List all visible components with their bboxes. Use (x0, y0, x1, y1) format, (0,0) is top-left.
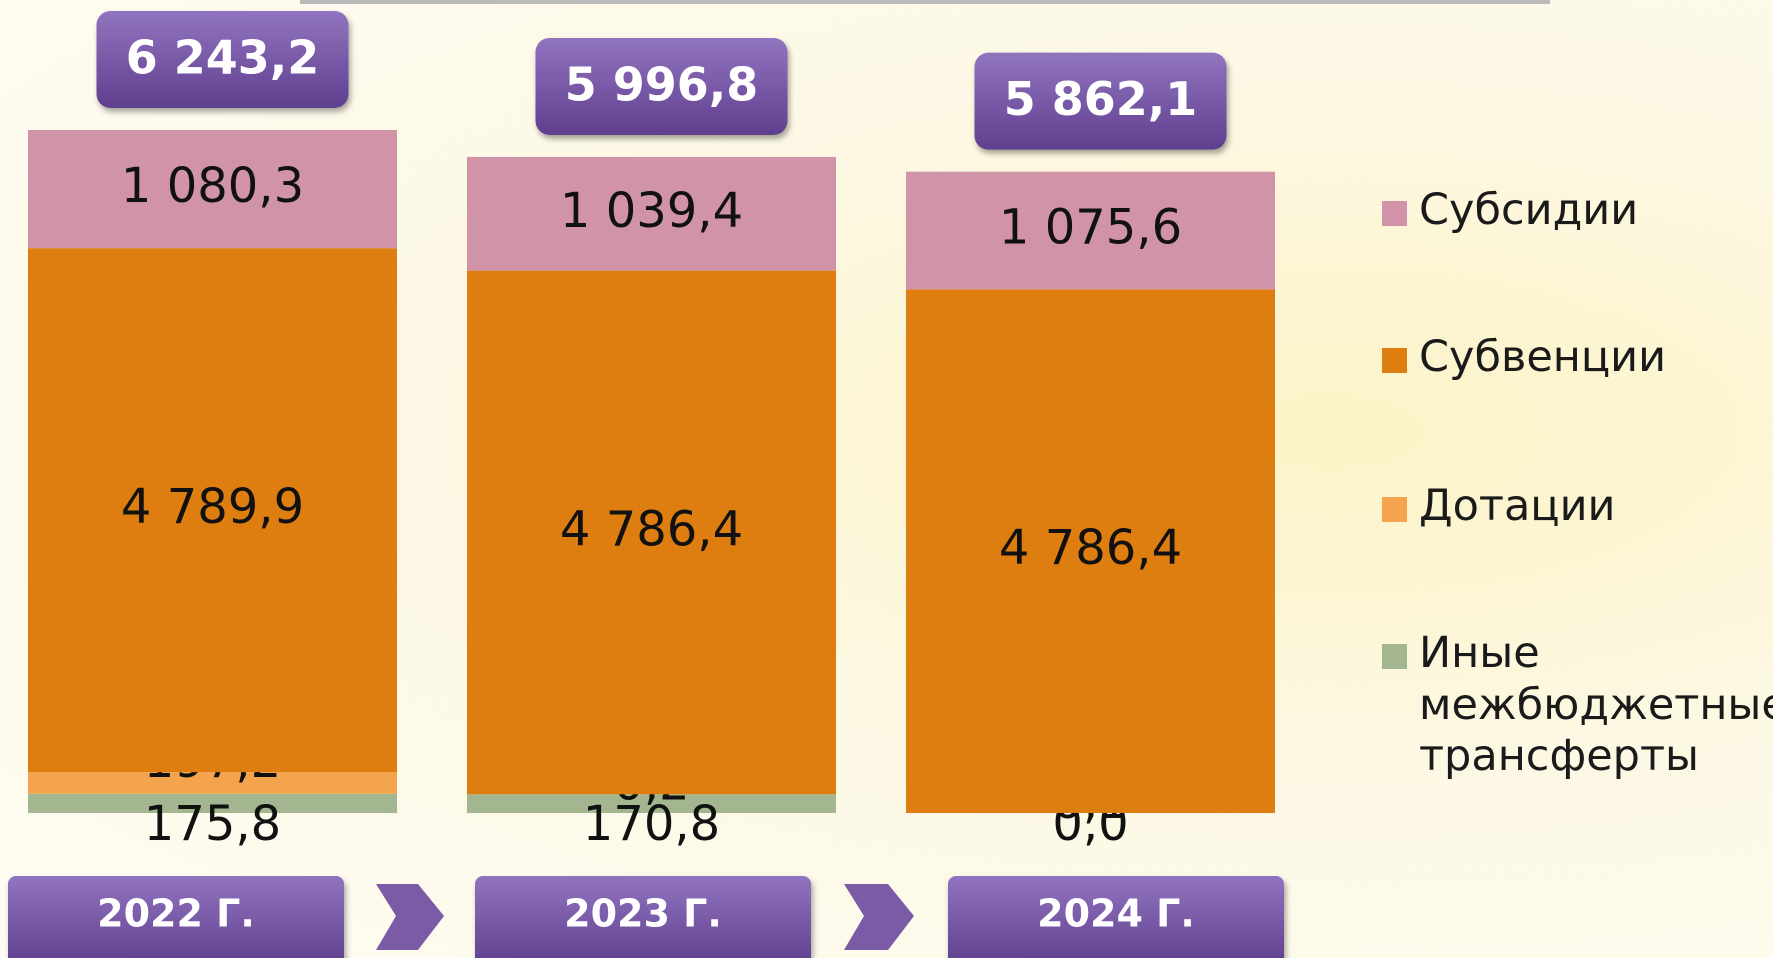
total-label: 5 996,8 (565, 57, 759, 111)
arrow (376, 884, 444, 950)
year-box (948, 876, 1284, 958)
legend-item: Дотации (1382, 481, 1772, 533)
year-box (475, 876, 811, 958)
total-box (974, 52, 1227, 150)
total-label: 6 243,2 (126, 30, 320, 84)
legend-swatch (1382, 201, 1407, 226)
bar-segment (28, 129, 397, 249)
x-tick-label: 2024 Г. (1037, 892, 1195, 936)
data-label: 1 039,4 (560, 183, 743, 239)
bar-segment (28, 248, 397, 773)
data-label: 1 080,3 (121, 158, 304, 214)
total-box (535, 37, 788, 135)
legend-label: Субсидии (1419, 185, 1639, 235)
data-label: 4 789,9 (121, 479, 304, 535)
arrow (844, 884, 914, 950)
year-box (8, 876, 344, 958)
x-tick-label: 2023 Г. (564, 892, 722, 936)
x-tick-label: 2022 Г. (97, 892, 255, 936)
legend-item: Субвенции (1382, 332, 1772, 384)
legend-item: Иные межбюджетные трансферты (1382, 628, 1773, 783)
bar-segment (28, 772, 397, 794)
bar-segment (467, 794, 836, 813)
data-label: 175,8 (144, 796, 281, 852)
legend-swatch (1382, 644, 1407, 669)
bar-segment (906, 289, 1275, 813)
legend-swatch (1382, 497, 1407, 522)
legend-item: Субсидии (1382, 185, 1772, 237)
bar-segment (906, 171, 1275, 290)
total-label: 5 862,1 (1004, 72, 1198, 126)
legend-label: Дотации (1419, 481, 1616, 531)
data-label: 1 075,6 (999, 200, 1182, 256)
legend-label: Иные межбюджетные трансферты (1419, 628, 1773, 782)
data-label: 4 786,4 (999, 520, 1182, 576)
legend-swatch (1382, 348, 1407, 373)
bar-segment (467, 270, 836, 795)
data-label: 4 786,4 (560, 501, 743, 557)
bar-segment (28, 793, 397, 813)
legend-label: Субвенции (1419, 332, 1667, 382)
total-box (96, 10, 349, 108)
title-edge (300, 0, 1550, 4)
data-label: 170,8 (583, 796, 720, 852)
bar-segment (467, 156, 836, 271)
